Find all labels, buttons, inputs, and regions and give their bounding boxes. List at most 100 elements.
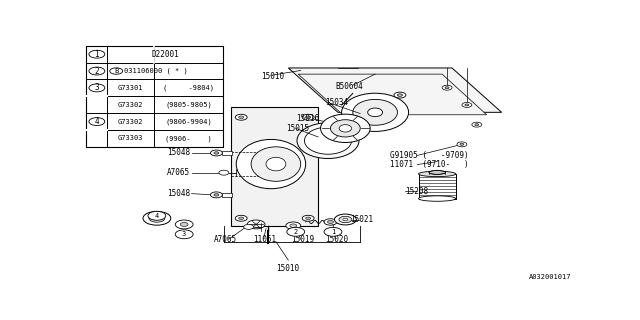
Circle shape: [236, 114, 247, 120]
Text: (     -9804): ( -9804): [163, 84, 214, 91]
Circle shape: [302, 114, 314, 120]
Circle shape: [306, 116, 310, 118]
Circle shape: [343, 218, 348, 221]
Bar: [86, 46, 223, 147]
Ellipse shape: [330, 120, 360, 137]
Ellipse shape: [419, 171, 456, 177]
Text: 4: 4: [155, 213, 159, 219]
Circle shape: [148, 212, 166, 220]
Text: 15015: 15015: [286, 124, 309, 133]
Circle shape: [180, 222, 188, 227]
Ellipse shape: [429, 171, 445, 174]
Circle shape: [89, 84, 105, 92]
Bar: [419, 174, 456, 198]
Circle shape: [89, 50, 105, 58]
Circle shape: [214, 194, 219, 196]
Circle shape: [219, 170, 229, 175]
Circle shape: [149, 214, 165, 222]
Circle shape: [442, 85, 452, 90]
Text: 15021: 15021: [350, 215, 374, 224]
Ellipse shape: [236, 140, 306, 189]
Text: 15034: 15034: [326, 98, 349, 107]
Text: 15048: 15048: [167, 148, 190, 157]
Text: 1: 1: [331, 229, 335, 235]
Circle shape: [457, 142, 467, 147]
Circle shape: [236, 215, 247, 221]
Circle shape: [211, 192, 222, 198]
Circle shape: [89, 67, 105, 75]
Circle shape: [175, 230, 193, 239]
Circle shape: [153, 215, 161, 219]
Text: 2: 2: [294, 229, 298, 235]
Circle shape: [335, 214, 356, 225]
Ellipse shape: [251, 147, 301, 181]
Circle shape: [445, 87, 449, 89]
Ellipse shape: [321, 114, 370, 142]
Circle shape: [397, 94, 403, 96]
Text: G73302: G73302: [118, 118, 143, 124]
Circle shape: [175, 220, 193, 229]
Ellipse shape: [266, 157, 286, 171]
Circle shape: [324, 219, 337, 225]
Text: (9805-9805): (9805-9805): [165, 101, 212, 108]
Text: 031106000 ( * ): 031106000 ( * ): [124, 68, 188, 74]
Circle shape: [89, 118, 105, 125]
Text: 11071  (9710-   ): 11071 (9710- ): [390, 160, 468, 169]
Text: 3: 3: [95, 84, 99, 92]
Polygon shape: [298, 74, 486, 115]
Text: A032001017: A032001017: [529, 274, 571, 280]
Text: 4: 4: [95, 117, 99, 126]
Circle shape: [239, 217, 244, 220]
Circle shape: [328, 220, 333, 223]
Circle shape: [239, 116, 244, 118]
Ellipse shape: [353, 100, 397, 125]
Text: G73303: G73303: [118, 135, 143, 141]
Circle shape: [110, 68, 123, 74]
Text: (9906-    ): (9906- ): [165, 135, 212, 142]
Text: B: B: [114, 68, 118, 74]
Text: (9806-9904): (9806-9904): [165, 118, 212, 125]
Text: 11051: 11051: [253, 235, 276, 244]
Circle shape: [244, 224, 253, 229]
Circle shape: [287, 228, 305, 236]
Circle shape: [214, 152, 219, 154]
Ellipse shape: [297, 123, 359, 158]
Circle shape: [290, 224, 297, 228]
Text: 15048: 15048: [167, 189, 190, 198]
Ellipse shape: [419, 196, 456, 201]
Bar: [222, 151, 232, 155]
Text: 1: 1: [95, 50, 99, 59]
Circle shape: [472, 122, 482, 127]
Circle shape: [465, 104, 469, 106]
Circle shape: [286, 222, 301, 229]
Text: B50604: B50604: [335, 82, 363, 91]
Text: 15020: 15020: [326, 235, 349, 244]
Ellipse shape: [339, 124, 351, 132]
Text: A7065: A7065: [167, 168, 190, 177]
Text: A7065: A7065: [214, 235, 237, 244]
Text: 3: 3: [182, 231, 186, 237]
Text: 15208: 15208: [405, 187, 428, 196]
Circle shape: [462, 102, 472, 108]
Text: 15010: 15010: [276, 264, 299, 273]
Text: 15019: 15019: [291, 235, 314, 244]
Circle shape: [460, 143, 464, 145]
Text: G73302: G73302: [118, 102, 143, 108]
Text: 2: 2: [95, 67, 99, 76]
Circle shape: [339, 216, 352, 223]
Circle shape: [306, 217, 310, 220]
Circle shape: [394, 92, 406, 98]
Ellipse shape: [367, 108, 383, 116]
Text: G91905 (   -9709): G91905 ( -9709): [390, 151, 468, 160]
Polygon shape: [231, 108, 318, 226]
Circle shape: [324, 228, 342, 236]
Circle shape: [211, 150, 222, 156]
Ellipse shape: [305, 127, 351, 154]
Text: 15010: 15010: [261, 72, 284, 81]
Polygon shape: [288, 68, 502, 112]
Text: 15016: 15016: [296, 114, 319, 123]
Circle shape: [143, 212, 171, 225]
Bar: [222, 193, 232, 197]
Circle shape: [247, 220, 265, 229]
Text: G73301: G73301: [118, 85, 143, 91]
